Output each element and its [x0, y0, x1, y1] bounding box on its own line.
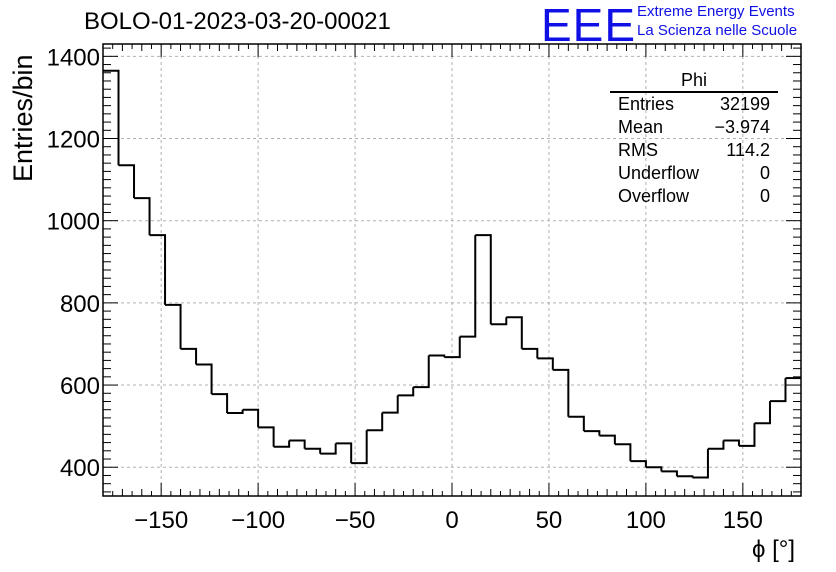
histogram-bin: [397, 387, 415, 397]
y-tick-label: 400: [60, 455, 100, 482]
histogram-bin: [320, 443, 337, 455]
x-tick-label: 150: [723, 507, 763, 534]
histogram-bin: [676, 475, 694, 478]
histogram-bin: [568, 415, 585, 432]
histogram-bin: [614, 443, 632, 462]
histogram-bin: [475, 234, 492, 325]
histogram-bin: [273, 440, 291, 448]
histogram-bin: [242, 408, 260, 428]
histogram-bin: [769, 378, 787, 403]
histogram-bin: [103, 69, 120, 166]
stats-row-rms: RMS 114.2: [610, 139, 778, 162]
stats-row-mean: Mean −3.974: [610, 116, 778, 139]
histogram-bin: [196, 363, 213, 395]
stats-value: 32199: [719, 94, 770, 114]
histogram-bin: [521, 347, 539, 359]
histogram-bin: [304, 447, 322, 454]
x-tick-label: −50: [335, 507, 376, 534]
stats-value: 0: [759, 163, 770, 183]
histogram-bin: [428, 354, 446, 358]
histogram-bin: [459, 235, 477, 338]
x-axis-label: ϕ [°]: [752, 536, 796, 563]
stats-title: Phi: [610, 70, 778, 93]
histogram-bin: [165, 303, 182, 349]
histogram-bin: [490, 317, 508, 326]
histogram-bin: [692, 448, 709, 479]
histogram-bin: [413, 355, 430, 389]
histogram-bin: [552, 368, 570, 417]
logo-caption: Extreme Energy Events La Scienza nelle S…: [637, 2, 797, 40]
axis-ticks: [103, 44, 801, 496]
stats-row-underflow: Underflow 0: [610, 162, 778, 185]
stats-value: −3.974: [714, 117, 770, 137]
histogram-bin: [134, 197, 151, 236]
histogram-bin: [583, 430, 601, 436]
histogram-bin: [537, 357, 554, 370]
logo-line-1: Extreme Energy Events: [637, 3, 795, 20]
stats-label: Underflow: [618, 163, 700, 183]
stats-box: Phi Entries 32199 Mean −3.974 RMS 114.2 …: [610, 70, 778, 208]
stats-label: Mean: [618, 117, 664, 137]
histogram-bin: [211, 393, 229, 413]
y-tick-label: 1200: [47, 127, 100, 154]
histogram-bin: [366, 412, 384, 432]
x-tick-label: 100: [626, 507, 666, 534]
y-tick-label: 1400: [47, 44, 100, 71]
histogram-bin: [599, 434, 616, 445]
histogram-bin: [258, 426, 275, 447]
histogram-bin: [444, 336, 461, 359]
histogram-bin: [506, 316, 523, 349]
histogram-bin: [351, 430, 368, 465]
histogram-bin: [707, 440, 725, 450]
histogram-bin: [723, 439, 740, 446]
stats-label: RMS: [618, 140, 658, 160]
stats-value: 114.2: [726, 140, 770, 160]
histogram-bin: [227, 409, 244, 414]
histogram-bin: [335, 442, 353, 464]
histogram-bin: [382, 395, 399, 414]
histogram-bin: [754, 401, 771, 425]
x-tick-label: 50: [536, 507, 563, 534]
histogram-bin: [289, 439, 306, 449]
stats-label: Overflow: [618, 186, 690, 206]
histogram-bin: [118, 164, 136, 199]
y-tick-label: 1000: [47, 209, 100, 236]
x-tick-label: 0: [445, 507, 458, 534]
logo-line-2: La Scienza nelle Scuole: [637, 22, 798, 39]
histogram-bin: [180, 347, 198, 365]
histogram-bin: [149, 234, 167, 305]
y-axis-label: Entries/bin: [8, 54, 38, 182]
x-tick-label: −150: [134, 507, 188, 534]
stats-label: Entries: [618, 94, 675, 114]
y-tick-label: 800: [60, 291, 100, 318]
histogram-bin: [645, 466, 663, 472]
histogram-bin: [661, 470, 678, 477]
histogram-bin: [630, 460, 647, 468]
eee-logo: EEE: [541, 0, 637, 51]
stats-value: 0: [759, 186, 770, 206]
y-tick-label: 600: [60, 373, 100, 400]
stats-row-overflow: Overflow 0: [610, 185, 778, 208]
tick-labels: −150 −100 −50 0 50 100 150 400 600 800 1000 1200 140…: [47, 44, 763, 534]
chart-title: BOLO-01-2023-03-20-00021: [84, 8, 391, 35]
histogram-bars: [103, 69, 801, 479]
x-tick-label: −100: [231, 507, 285, 534]
stats-row-entries: Entries 32199: [610, 93, 778, 116]
histogram-bin: [738, 423, 756, 447]
